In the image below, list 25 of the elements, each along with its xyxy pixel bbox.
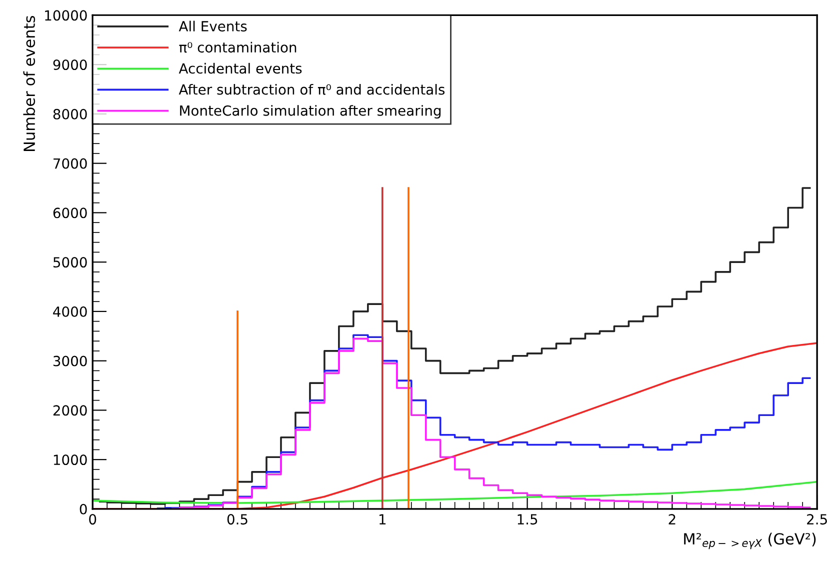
legend-label: MonteCarlo simulation after smearing <box>180 105 441 119</box>
y-tick-label: 3000 <box>53 356 87 366</box>
x-tick-label: 2 <box>668 514 676 524</box>
y-tick-label: 6000 <box>53 208 87 218</box>
y-tick-label: 1000 <box>54 454 87 466</box>
y-tick-label: 10000 <box>45 10 87 21</box>
y-tick-label: 8000 <box>53 108 87 120</box>
y-tick-label: 7000 <box>54 158 87 169</box>
y-tick-label: 9000 <box>53 60 87 70</box>
x-tick-label: 2.5 <box>807 514 827 525</box>
x-tick-label: 0 <box>89 514 96 525</box>
y-tick-label: 2000 <box>53 405 87 416</box>
legend-label: After subtraction of π⁰ and accidentals <box>178 84 445 95</box>
x-tick-label: 1.5 <box>518 514 538 525</box>
y-tick-label: 4000 <box>53 306 87 317</box>
line-series <box>92 480 818 504</box>
y-tick-label: 5000 <box>53 257 87 268</box>
y-tick-label: 0 <box>80 504 87 514</box>
legend-label: All Events <box>178 20 247 32</box>
y-axis-title: Number of events <box>23 16 36 151</box>
x-tick-label: 1 <box>380 514 386 524</box>
legend-label: π⁰ contamination <box>179 42 296 53</box>
legend-label: Accidental events <box>178 62 302 74</box>
x-tick-label: 0.5 <box>227 514 248 525</box>
x-axis-title: M²$_{ep−>eγX}$ (GeV²) <box>684 532 816 550</box>
